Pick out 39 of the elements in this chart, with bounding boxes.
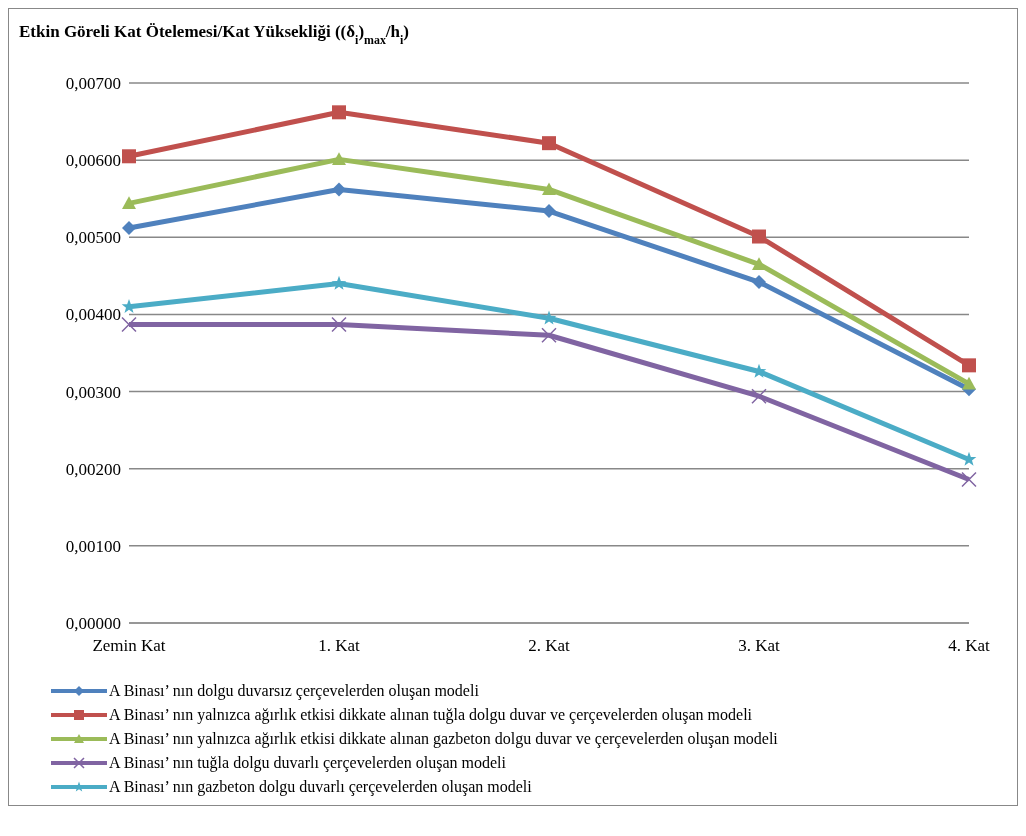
legend-label: A Binası’ nın gazbeton dolgu duvarlı çerçevelerden oluşan modeli [109,778,532,796]
x-tick-label: 2. Kat [528,636,571,656]
y-tick-label: 0,00200 [65,459,121,479]
y-tick-label: 0,00600 [65,151,121,171]
point [751,388,767,404]
point [752,257,766,270]
point [962,376,976,390]
legend-label: A Binası’ nın tuğla dolgu duvarlı çerçevelerden oluşan modeli [109,754,506,772]
point [542,182,556,196]
point [122,221,136,236]
y-tick-label: 0,00100 [65,536,121,556]
legend-label: A Binası’ nın dolgu duvarsız çerçevelerden oluşan modeli [109,682,479,700]
point [752,275,766,290]
point [542,136,556,151]
legend-label: A Binası’ nın yalnızca ağırlık etkisi dikkate alınan tuğla dolgu duvar ve çerçevelerden oluşan modeli [109,706,753,724]
y-tick-label: 0,00400 [65,305,121,325]
point [541,327,557,344]
x-tick-label: 1. Kat [318,636,361,656]
chart-title: Etkin Göreli Kat Ötelemesi/Kat Yüksekliği ((δ$_{i}$)$_{max}$/h$_{i}$) [19,22,410,47]
point [961,471,977,488]
x-tick-label: 4. Kat [948,636,991,656]
point [331,275,347,290]
point [332,152,346,165]
point [962,358,976,373]
point [121,316,137,333]
x-tick-label: 3. Kat [738,636,781,656]
point [332,182,346,197]
point [752,229,766,244]
y-tick-label: 0,00700 [65,74,121,94]
point [332,105,346,120]
point [542,204,556,219]
legend-label: A Binası’ nın yalnızca ağırlık etkisi dikkate alınan gazbeton dolgu duvar ve çerçevelerden oluşan modeli [109,730,778,748]
y-tick-label: 0,00500 [65,228,121,248]
point [122,149,136,164]
y-tick-label: 0,00000 [65,614,121,634]
point [122,196,136,209]
x-tick-label: Zemin Kat [92,636,166,656]
y-tick-label: 0,00300 [65,382,121,402]
point [331,316,347,333]
